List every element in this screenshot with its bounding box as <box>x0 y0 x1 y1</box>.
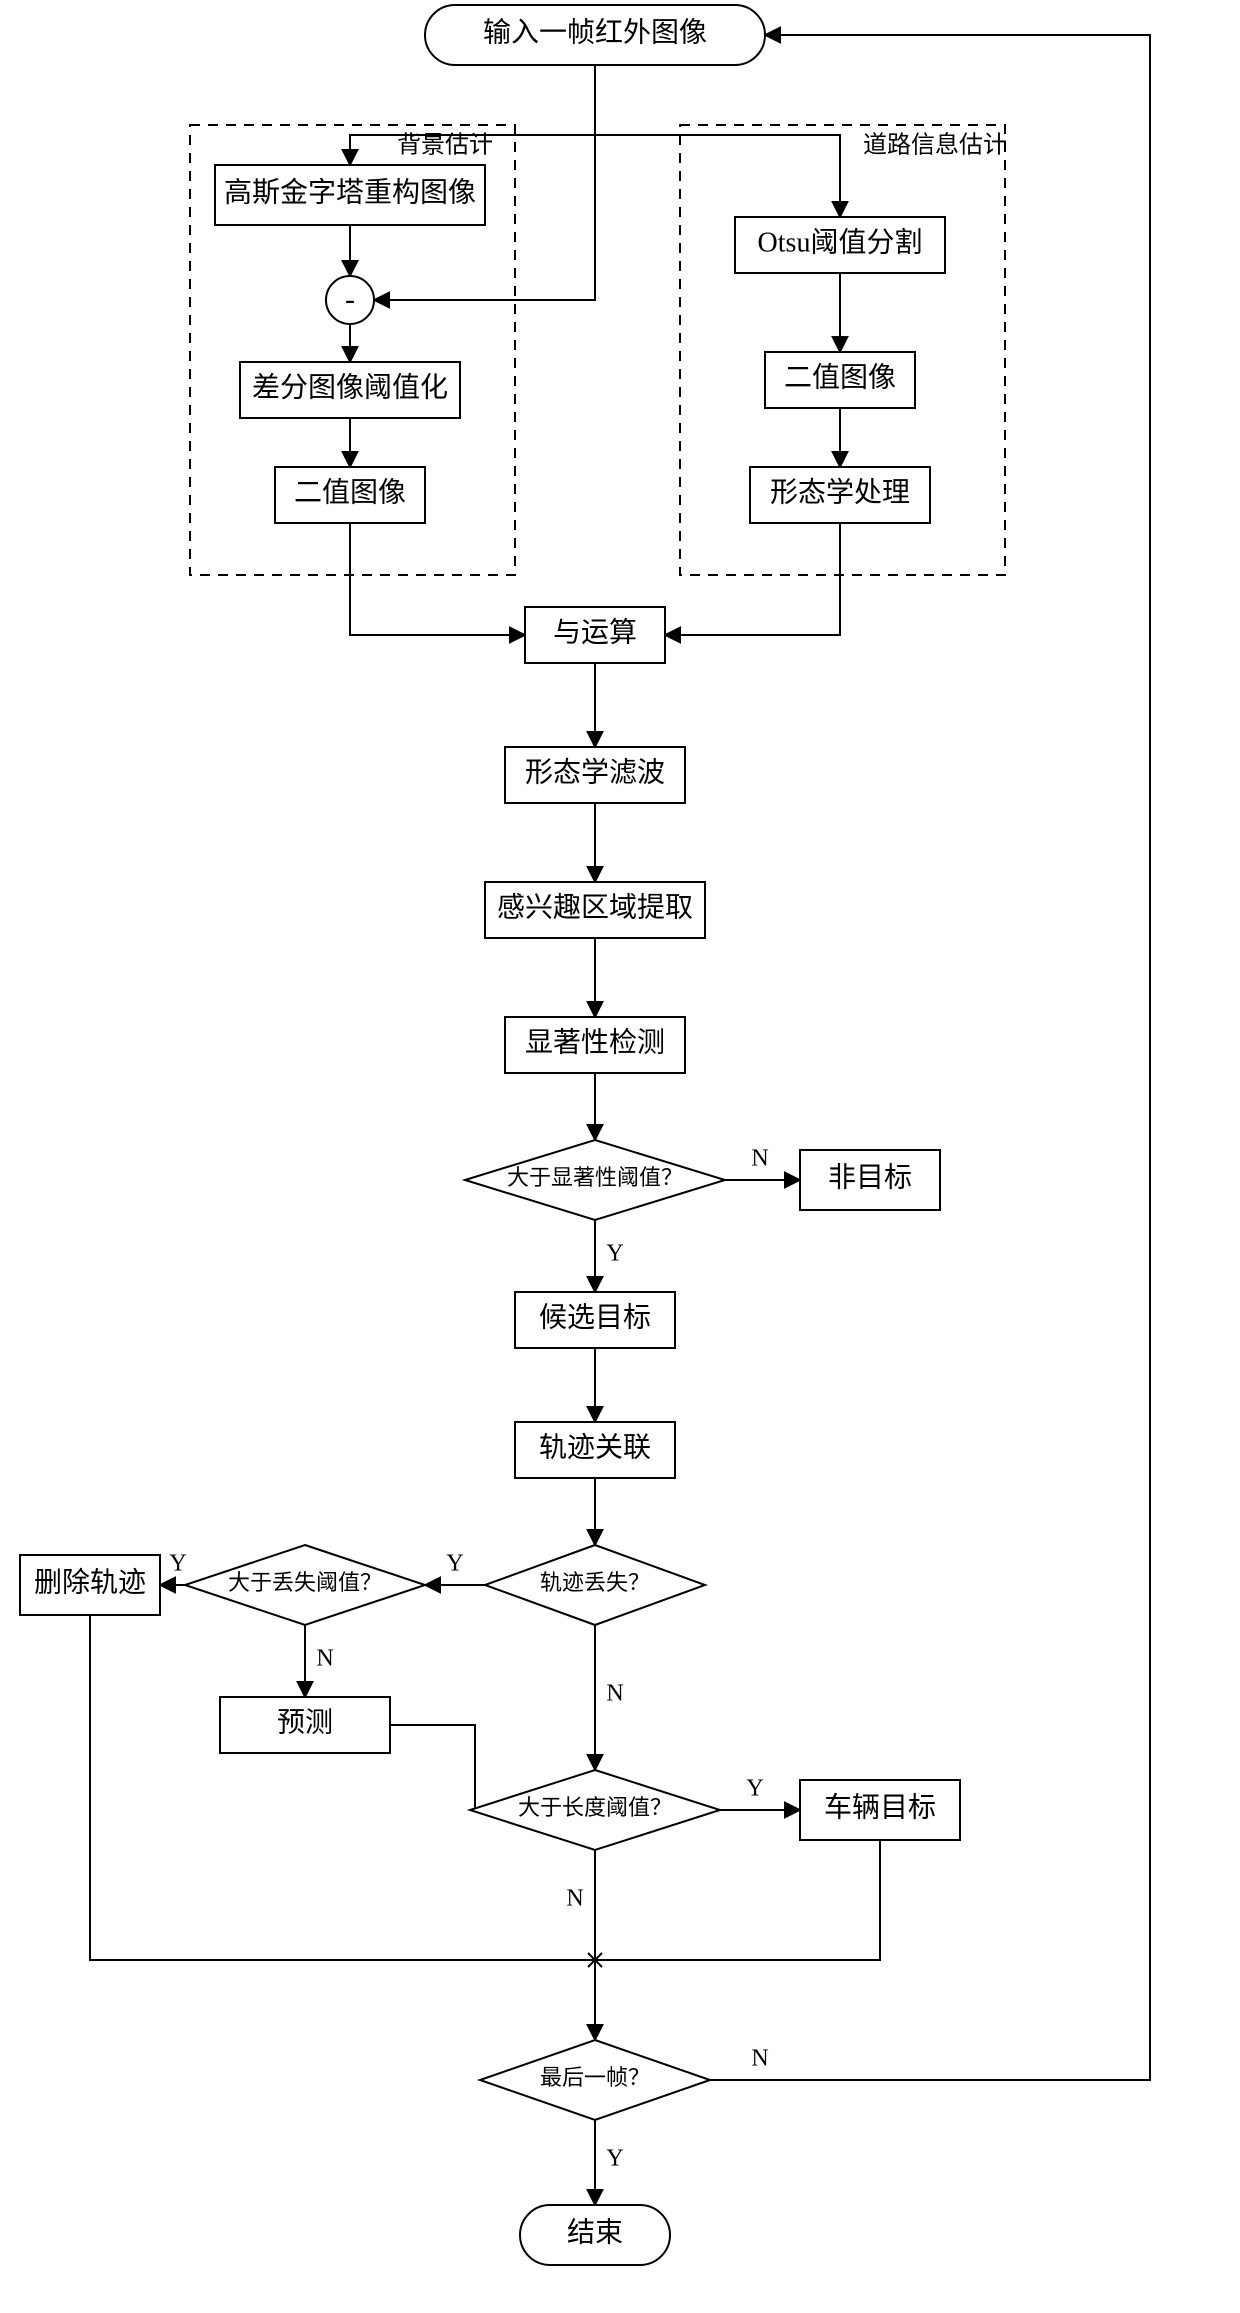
edge-26 <box>595 1840 880 1960</box>
node-in-label: 输入一帧红外图像 <box>483 16 707 48</box>
node-vehicle-label: 车辆目标 <box>824 1791 936 1823</box>
node-gauss-label: 高斯金字塔重构图像 <box>224 176 476 208</box>
node-minus-label: - <box>345 283 355 316</box>
node-otsu-label: Otsu阈值分割 <box>758 226 923 258</box>
node-predict-label: 预测 <box>277 1707 333 1738</box>
node-delete-label: 删除轨迹 <box>34 1566 146 1598</box>
edge-1 <box>595 65 840 217</box>
node-morph2-label: 形态学滤波 <box>525 756 665 788</box>
edge-25 <box>90 1615 595 1960</box>
node-bin2-label: 二值图像 <box>784 361 896 393</box>
edge-18-label: Y <box>446 1551 463 1577</box>
edge-28 <box>710 35 1150 2080</box>
node-and-label: 与运算 <box>553 616 637 648</box>
edge-20-label: N <box>316 1646 333 1672</box>
group-road_est-label: 道路信息估计 <box>863 132 1007 159</box>
node-roi-label: 感兴趣区域提取 <box>497 891 693 923</box>
node-sal-label: 显著性检测 <box>525 1026 665 1058</box>
node-end-label: 结束 <box>567 2216 623 2248</box>
edge-28-label: N <box>751 2046 768 2072</box>
edge-22-label: N <box>606 1681 623 1707</box>
edge-15-label: Y <box>606 1241 623 1267</box>
edge-29-label: Y <box>606 2146 623 2172</box>
node-d_lost-label: 轨迹丢失？ <box>540 1570 650 1595</box>
node-d_last-label: 最后一帧？ <box>540 2065 650 2090</box>
node-notgt-label: 非目标 <box>828 1161 912 1193</box>
node-d_sal-label: 大于显著性阈值？ <box>507 1165 683 1190</box>
node-bin1-label: 二值图像 <box>294 476 406 508</box>
edge-23-label: Y <box>746 1776 763 1802</box>
node-diffthr-label: 差分图像阈值化 <box>252 371 448 403</box>
edge-19-label: Y <box>169 1551 186 1577</box>
edge-9 <box>665 523 840 635</box>
node-assoc-label: 轨迹关联 <box>539 1431 651 1463</box>
edge-21 <box>390 1725 485 1810</box>
node-d_len-label: 大于长度阈值？ <box>518 1795 672 1820</box>
node-morph1-label: 形态学处理 <box>770 476 910 508</box>
node-d_lostthr-label: 大于丢失阈值？ <box>228 1570 382 1595</box>
edge-24-label: N <box>566 1886 583 1912</box>
node-cand-label: 候选目标 <box>539 1301 651 1333</box>
edge-8 <box>350 523 525 635</box>
edge-14-label: N <box>751 1146 768 1172</box>
